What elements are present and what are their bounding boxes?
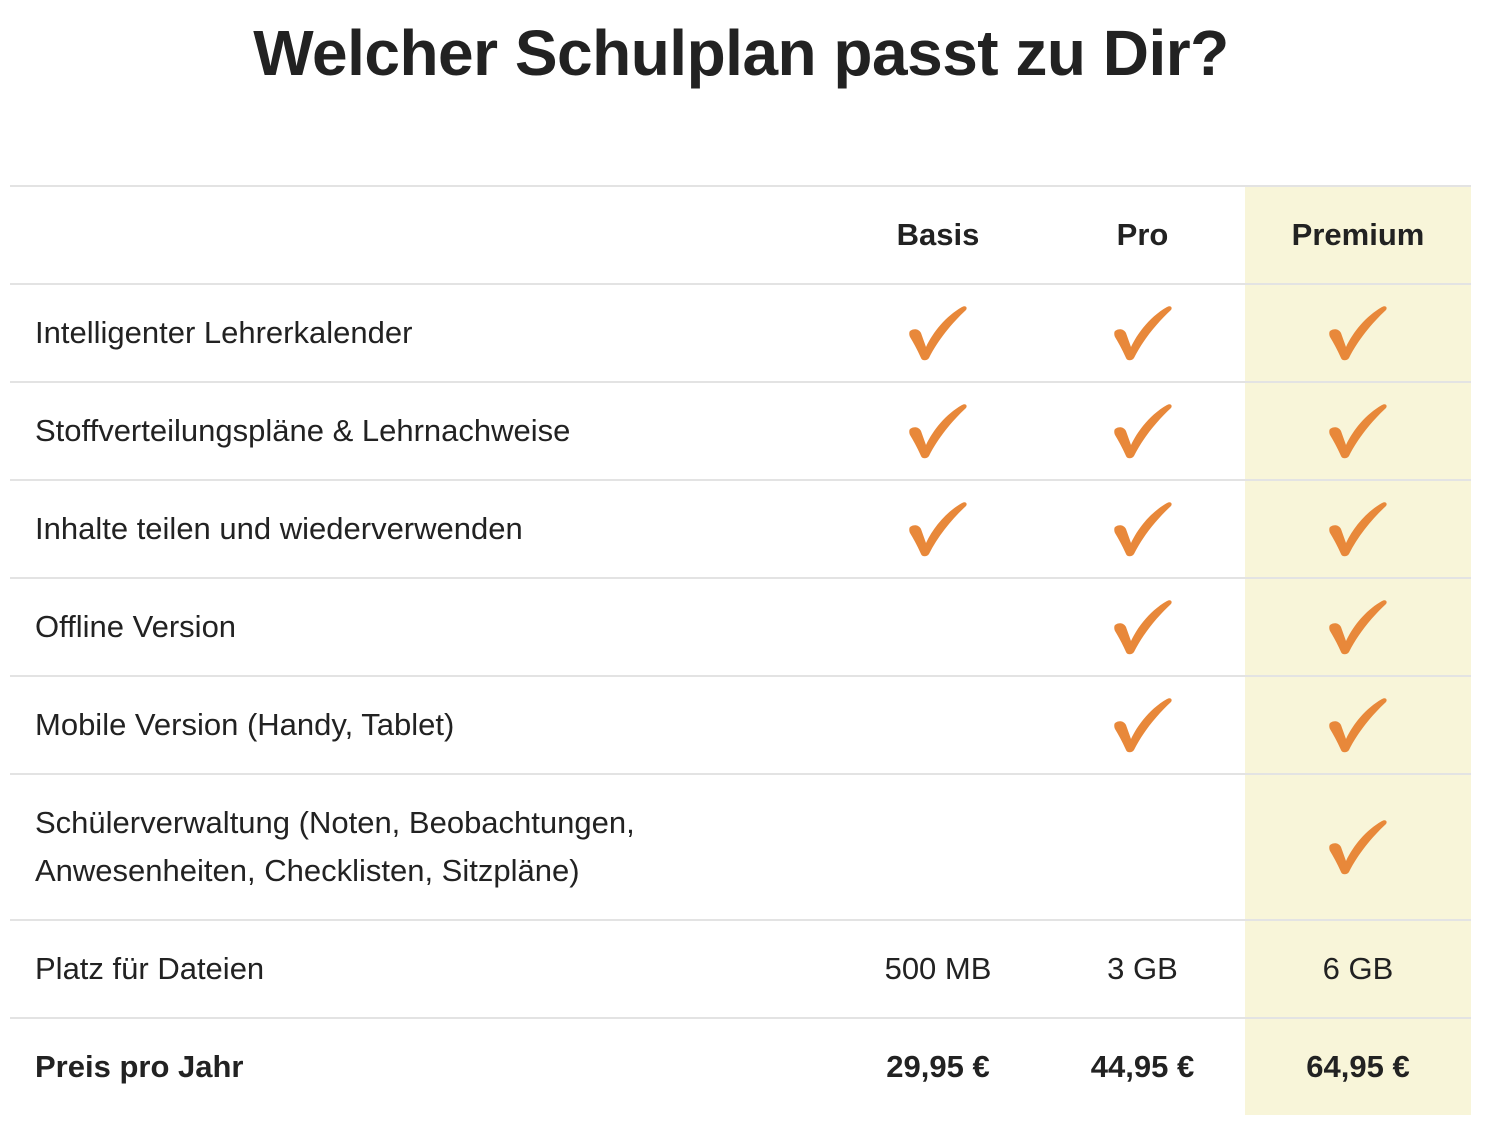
basis-cell <box>836 774 1040 920</box>
table-header-row: Basis Pro Premium <box>10 186 1471 284</box>
feature-label-line1: Schülerverwaltung (Noten, Beobachtungen, <box>35 805 635 840</box>
pro-cell <box>1040 774 1245 920</box>
premium-cell <box>1245 284 1471 382</box>
checkmark-icon <box>1326 402 1390 460</box>
price-pro: 44,95 € <box>1090 1049 1195 1084</box>
basis-cell <box>836 578 1040 676</box>
premium-cell <box>1245 480 1471 578</box>
plan-comparison-table: Basis Pro Premium Intelligenter Lehrerka… <box>10 185 1471 1115</box>
checkmark-icon <box>906 500 970 558</box>
pro-cell <box>1040 382 1245 480</box>
checkmark-icon <box>1326 500 1390 558</box>
feature-label: Schülerverwaltung (Noten, Beobachtungen,… <box>10 774 836 920</box>
plan-header-pro: Pro <box>1116 217 1169 252</box>
price-basis: 29,95 € <box>886 1049 990 1084</box>
feature-label: Stoffverteilungspläne & Lehrnachweise <box>35 413 571 448</box>
pro-cell <box>1040 480 1245 578</box>
basis-cell <box>836 382 1040 480</box>
page-title: Welcher Schulplan passt zu Dir? <box>253 17 1229 89</box>
pro-cell <box>1040 578 1245 676</box>
premium-cell <box>1245 676 1471 774</box>
checkmark-icon <box>1111 598 1175 656</box>
checkmark-icon <box>1326 598 1390 656</box>
feature-row: Stoffverteilungspläne & Lehrnachweise <box>10 382 1471 480</box>
checkmark-icon <box>1111 304 1175 362</box>
storage-pro: 3 GB <box>1107 951 1178 986</box>
checkmark-icon <box>906 304 970 362</box>
premium-cell <box>1245 774 1471 920</box>
checkmark-icon <box>1326 696 1390 754</box>
feature-row: Offline Version <box>10 578 1471 676</box>
premium-cell <box>1245 382 1471 480</box>
feature-row: Schülerverwaltung (Noten, Beobachtungen,… <box>10 774 1471 920</box>
basis-cell <box>836 676 1040 774</box>
checkmark-icon <box>1326 304 1390 362</box>
pro-cell <box>1040 284 1245 382</box>
storage-label: Platz für Dateien <box>35 951 265 986</box>
feature-label: Inhalte teilen und wiederverwenden <box>35 511 523 546</box>
feature-label: Offline Version <box>35 609 237 644</box>
plan-header-premium: Premium <box>1291 217 1425 252</box>
feature-label: Intelligenter Lehrerkalender <box>35 315 413 350</box>
feature-label-line2: Anwesenheiten, Checklisten, Sitzpläne) <box>35 853 580 888</box>
pro-cell <box>1040 676 1245 774</box>
basis-cell <box>836 284 1040 382</box>
plan-header-basis: Basis <box>896 217 980 252</box>
checkmark-icon <box>1111 402 1175 460</box>
price-label: Preis pro Jahr <box>35 1049 244 1084</box>
checkmark-icon <box>906 402 970 460</box>
storage-row: Platz für Dateien 500 MB 3 GB 6 GB <box>10 920 1471 1018</box>
feature-row: Intelligenter Lehrerkalender <box>10 284 1471 382</box>
price-row: Preis pro Jahr 29,95 € 44,95 € 64,95 € <box>10 1018 1471 1115</box>
checkmark-icon <box>1111 500 1175 558</box>
storage-basis: 500 MB <box>884 951 992 986</box>
feature-label: Mobile Version (Handy, Tablet) <box>35 707 455 742</box>
feature-row: Mobile Version (Handy, Tablet) <box>10 676 1471 774</box>
basis-cell <box>836 480 1040 578</box>
feature-row: Inhalte teilen und wiederverwenden <box>10 480 1471 578</box>
price-premium: 64,95 € <box>1306 1049 1410 1084</box>
checkmark-icon <box>1111 696 1175 754</box>
premium-cell <box>1245 578 1471 676</box>
storage-premium: 6 GB <box>1322 951 1394 986</box>
feature-header-empty <box>10 186 836 284</box>
checkmark-icon <box>1326 818 1390 876</box>
